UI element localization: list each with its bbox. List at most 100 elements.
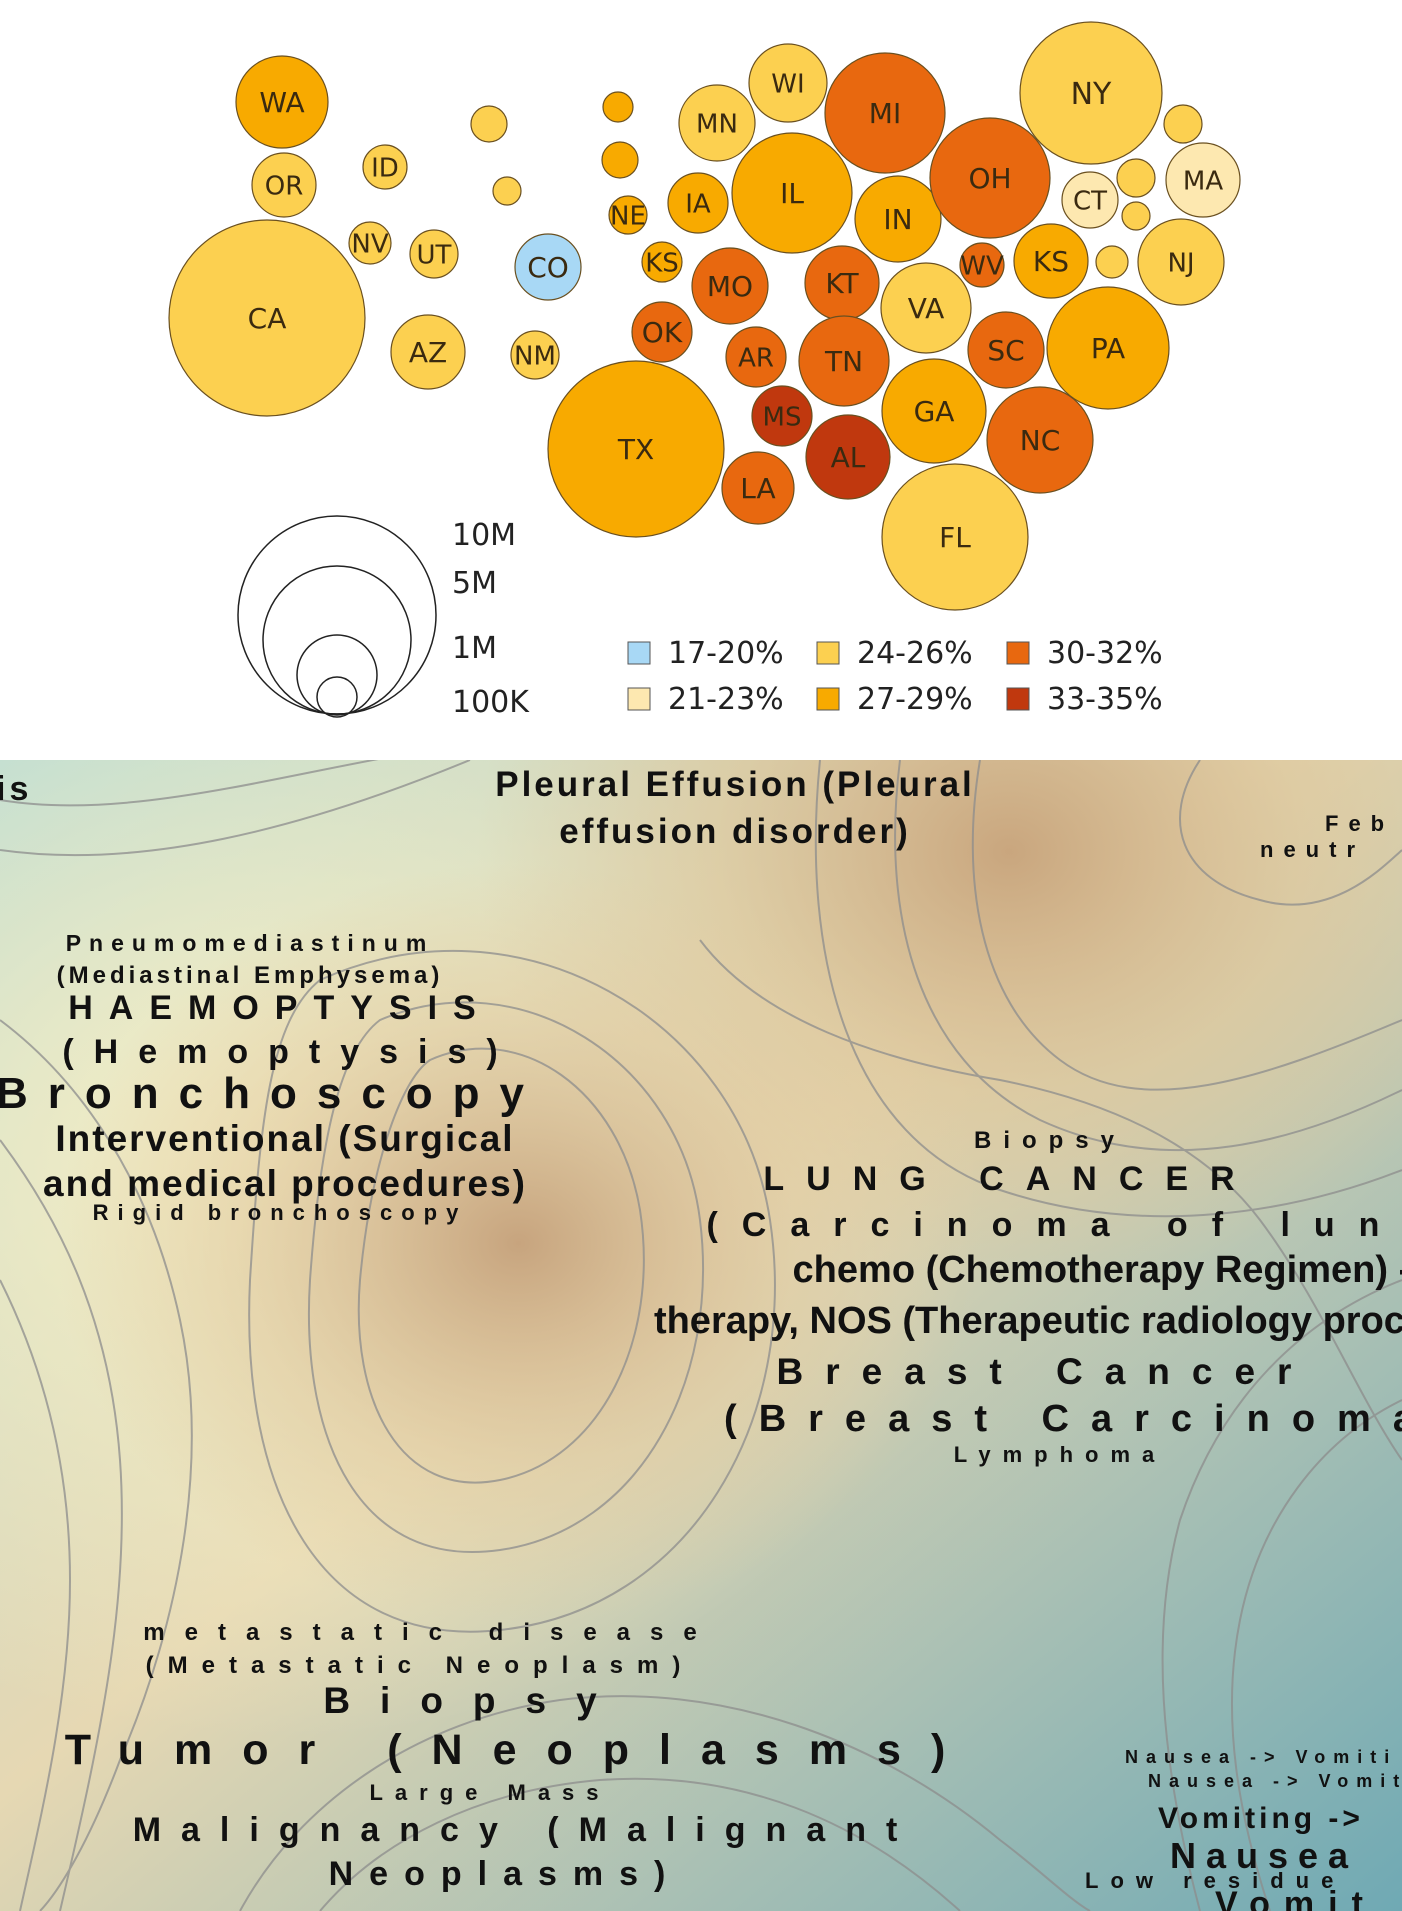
- legend-swatch: [627, 641, 651, 665]
- term-interventional: Interventional (Surgical: [55, 1118, 514, 1159]
- state-bubble: [824, 52, 946, 174]
- state-label: MO: [707, 270, 753, 303]
- state-bubble: [959, 242, 1005, 288]
- term-rigid-bronchoscopy: Rigid bronchoscopy: [93, 1200, 468, 1225]
- state-label: MN: [696, 109, 738, 139]
- state-label: OK: [642, 316, 683, 349]
- state-bubble-unlabeled: [470, 105, 508, 143]
- state-label: PA: [1091, 332, 1125, 365]
- state-label: KT: [825, 267, 859, 300]
- state-label: NE: [610, 201, 646, 231]
- state-bubble: [362, 144, 408, 190]
- legend-label: 17-20%: [668, 636, 784, 671]
- state-bubble: [1165, 142, 1241, 218]
- state-label: MS: [763, 402, 802, 432]
- term-vomiting: Vomiting ->: [1158, 1802, 1364, 1835]
- term-medical-procedures: and medical procedures): [43, 1163, 527, 1204]
- state-bubble: [409, 229, 459, 279]
- term-effusion-disorder: effusion disorder): [559, 812, 911, 851]
- state-label: KS: [645, 248, 679, 278]
- size-legend-10m: 10M: [452, 518, 516, 553]
- legend-swatch: [1006, 641, 1030, 665]
- term-nausea-vomiting-2: Nausea -> Vomit: [1148, 1771, 1402, 1791]
- size-legend-1m: 1M: [452, 631, 497, 666]
- state-bubble-unlabeled: [1116, 158, 1156, 198]
- state-bubble: [1061, 171, 1119, 229]
- term-hemoptysis: (Hemoptysis): [62, 1033, 517, 1071]
- term-lung-cancer: LUNG CANCER: [763, 1160, 1256, 1198]
- term-labels: is Pleural Effusion (Pleural effusion di…: [0, 765, 1402, 1911]
- term-vomit: Vomit: [1215, 1885, 1377, 1911]
- state-label: AZ: [409, 336, 447, 369]
- state-label: TN: [824, 345, 863, 378]
- state-bubble: [641, 241, 683, 283]
- contour-lines: [0, 760, 1402, 1911]
- term-malignancy: Malignancy (Malignant: [133, 1811, 918, 1849]
- state-label: UT: [417, 240, 452, 270]
- term-neutr: neutr: [1260, 837, 1365, 862]
- state-bubble: [721, 451, 795, 525]
- state-label: WV: [960, 251, 1004, 281]
- state-bubble-unlabeled: [601, 141, 639, 179]
- state-label: TX: [617, 433, 654, 466]
- legend-label: 30-32%: [1047, 636, 1163, 671]
- state-label: WI: [771, 69, 804, 99]
- state-label: MI: [869, 97, 901, 130]
- term-metastatic-neoplasm: (Metastatic Neoplasm): [146, 1652, 695, 1679]
- legend-label: 24-26%: [857, 636, 973, 671]
- state-bubble: [348, 221, 392, 265]
- state-bubble: [1137, 218, 1225, 306]
- state-label: NM: [514, 341, 556, 371]
- term-haemoptysis: HAEMOPTYSIS: [68, 989, 491, 1027]
- state-bubble-unlabeled: [602, 91, 634, 123]
- state-bubble: [725, 326, 787, 388]
- term-nausea: Nausea: [1170, 1835, 1358, 1876]
- term-nausea-vomiting-1: Nausea -> Vomiti: [1125, 1747, 1397, 1767]
- size-legend-100k: 100K: [452, 685, 530, 720]
- state-label: IA: [685, 189, 711, 219]
- color-legend: 17-20% 24-26% 30-32% 21-23% 27-29% 33-35%: [627, 636, 1163, 717]
- state-bubble: [929, 117, 1051, 239]
- term-is: is: [0, 770, 32, 808]
- state-bubble: [798, 315, 890, 407]
- term-metastatic-disease: metastatic disease: [143, 1619, 716, 1646]
- state-bubble: [805, 414, 891, 500]
- state-bubble: [390, 314, 466, 390]
- state-label: NJ: [1167, 248, 1194, 278]
- term-breast-cancer: Breast Cancer: [777, 1351, 1314, 1392]
- state-label: NV: [351, 229, 388, 259]
- state-label: GA: [914, 395, 955, 428]
- state-bubble: [1013, 223, 1089, 299]
- state-label: ID: [371, 153, 399, 183]
- legend-label: 33-35%: [1047, 682, 1163, 717]
- state-label: NY: [1071, 77, 1112, 112]
- term-large-mass: Large Mass: [369, 1780, 610, 1805]
- state-bubble: [967, 311, 1045, 389]
- state-label: MA: [1183, 166, 1223, 196]
- state-label: IL: [780, 177, 804, 210]
- state-bubble: [678, 84, 756, 162]
- state-label: AR: [738, 343, 774, 373]
- state-bubble: [251, 152, 317, 218]
- state-bubble: [631, 301, 693, 363]
- term-mediastinal-emphysema: (Mediastinal Emphysema): [57, 962, 444, 989]
- term-biopsy-upper: Biopsy: [974, 1127, 1126, 1154]
- state-label: CA: [248, 302, 287, 335]
- state-label: IN: [883, 203, 912, 236]
- state-label: KS: [1033, 245, 1069, 278]
- size-legend-5m: 5M: [452, 566, 497, 601]
- state-label: WA: [259, 86, 304, 119]
- state-bubble-unlabeled: [1095, 245, 1129, 279]
- state-label: CO: [527, 251, 569, 284]
- term-chemo: chemo (Chemotherapy Regimen) -> Radia: [793, 1249, 1402, 1291]
- term-pneumomediastinum: Pneumomediastinum: [66, 930, 435, 956]
- legend-label: 21-23%: [668, 682, 784, 717]
- state-bubble: [510, 330, 560, 380]
- term-breast-carcinoma: (Breast Carcinoma: [724, 1398, 1402, 1440]
- state-bubble: [168, 219, 366, 417]
- state-bubble: [731, 132, 853, 254]
- legend-swatch: [816, 641, 840, 665]
- legend-swatch: [627, 687, 651, 711]
- term-bronchoscopy: Bronchoscopy: [0, 1069, 544, 1118]
- term-neoplasms: Neoplasms): [329, 1855, 682, 1893]
